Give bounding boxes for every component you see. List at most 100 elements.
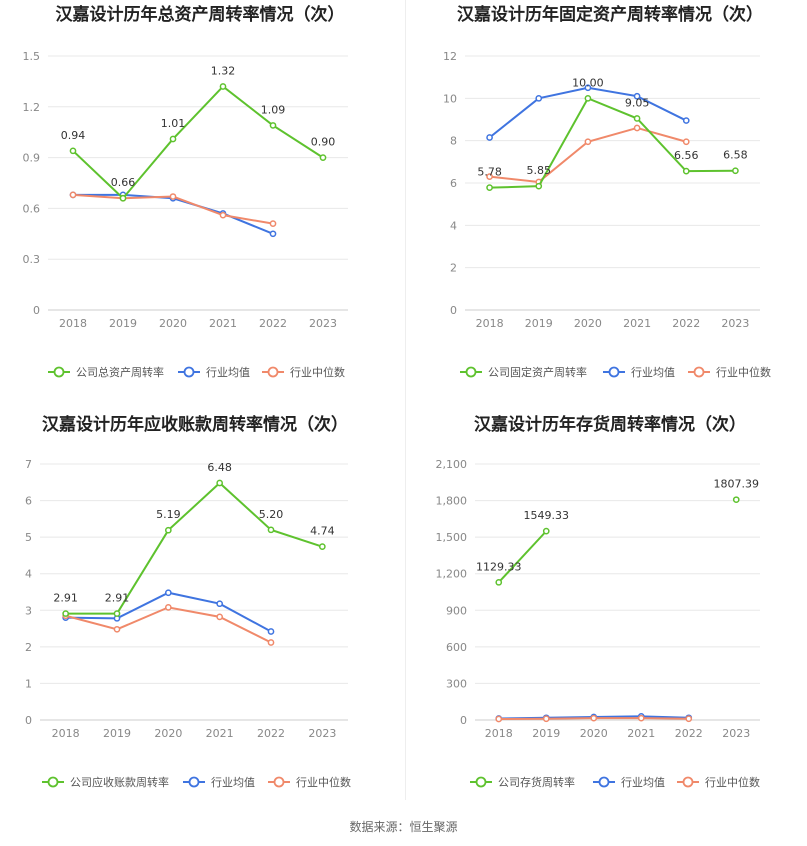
data-point-industry_avg <box>633 92 641 100</box>
data-point-industry_median <box>219 211 227 219</box>
data-label: 0.94 <box>61 129 86 142</box>
data-point-industry_median <box>685 715 693 723</box>
x-tick-label: 2022 <box>672 317 700 330</box>
x-tick-label: 2020 <box>580 727 608 740</box>
x-tick-label: 2023 <box>308 727 336 740</box>
data-point-industry_median <box>216 613 224 621</box>
data-point-industry_avg <box>269 230 277 238</box>
data-point-company <box>269 122 277 129</box>
data-label: 1549.33 <box>524 509 570 522</box>
y-tick-label: 1.2 <box>23 101 41 114</box>
y-tick-label: 0 <box>450 304 457 317</box>
data-point-industry_median <box>486 173 493 180</box>
y-tick-label: 1,800 <box>436 495 468 508</box>
y-tick-label: 12 <box>443 50 457 63</box>
data-point-company <box>169 135 177 143</box>
y-tick-label: 0 <box>33 304 40 317</box>
x-tick-label: 2021 <box>209 317 237 330</box>
panel-divider <box>405 0 406 800</box>
series-line-company <box>498 530 547 584</box>
legend-marker-icon <box>693 366 705 378</box>
y-tick-label: 4 <box>450 219 457 232</box>
data-label: 0.66 <box>111 176 136 189</box>
legend-item[interactable]: 行业均值 <box>183 776 255 789</box>
receivables-turnover-chart: 汉嘉设计历年应收账款周转率情况（次） 0 1 2 3 4 5 6 7 2018 2019 2020 20… <box>0 408 405 808</box>
data-point-industry_avg <box>486 134 493 141</box>
y-tick-label: 0 <box>25 714 32 727</box>
legend-item[interactable]: 公司应收账款周转率 <box>42 775 169 789</box>
data-label: 1807.39 <box>714 478 760 491</box>
y-tick-label: 10 <box>443 92 457 105</box>
legend-item[interactable]: 行业中位数 <box>262 365 345 379</box>
chart-title: 汉嘉设计历年应收账款周转率情况（次） <box>42 414 348 435</box>
legend-item[interactable]: 行业中位数 <box>688 365 771 379</box>
y-tick-label: 6 <box>450 177 457 190</box>
legend-label: 行业均值 <box>206 366 250 379</box>
legend-label: 行业中位数 <box>716 365 771 379</box>
legend-marker-icon <box>47 776 59 788</box>
x-tick-label: 2022 <box>257 727 285 740</box>
data-label: 6.48 <box>207 461 232 474</box>
data-label: 6.56 <box>674 149 699 162</box>
data-point-company <box>732 496 740 504</box>
data-label: 5.85 <box>527 164 552 177</box>
data-label: 10.00 <box>572 76 604 89</box>
data-point-company <box>535 182 543 190</box>
data-label: 5.19 <box>156 508 181 521</box>
y-tick-label: 4 <box>25 568 32 581</box>
data-point-industry_median <box>590 714 598 722</box>
legend-item[interactable]: 公司存货周转率 <box>470 775 575 789</box>
y-tick-label: 2 <box>25 641 32 654</box>
x-tick-label: 2021 <box>206 727 234 740</box>
chart-svg: 汉嘉设计历年应收账款周转率情况（次） 0 1 2 3 4 5 6 7 2018 2019 2020 20… <box>25 414 351 789</box>
data-point-industry_median <box>267 639 275 646</box>
legend-label: 公司总资产周转率 <box>76 365 164 379</box>
data-point-company <box>584 94 592 102</box>
legend-marker-icon <box>608 366 620 378</box>
chart-title: 汉嘉设计历年存货周转率情况（次） <box>474 414 746 435</box>
legend-label: 行业均值 <box>621 776 665 789</box>
data-point-company <box>318 543 326 551</box>
data-label: 6.58 <box>723 149 748 162</box>
data-label: 0.90 <box>311 136 336 149</box>
inventory-turnover-chart: 汉嘉设计历年存货周转率情况（次） 0 300 600 900 1,200 1,500 1,80… <box>405 408 807 808</box>
legend-item[interactable]: 行业均值 <box>178 366 250 379</box>
x-tick-label: 2023 <box>309 317 337 330</box>
y-tick-label: 1.5 <box>23 50 41 63</box>
legend-item[interactable]: 行业均值 <box>593 776 665 789</box>
x-tick-label: 2023 <box>721 317 749 330</box>
data-label: 4.74 <box>310 525 335 538</box>
legend-label: 行业中位数 <box>296 775 351 789</box>
x-tick-label: 2019 <box>532 727 560 740</box>
legend-item[interactable]: 公司固定资产周转率 <box>460 365 587 379</box>
legend-item[interactable]: 行业中位数 <box>677 775 760 789</box>
y-tick-label: 5 <box>25 531 32 544</box>
x-tick-label: 2023 <box>722 727 750 740</box>
x-tick-label: 2020 <box>159 317 187 330</box>
series-line-company <box>72 85 324 200</box>
y-tick-label: 900 <box>446 604 467 617</box>
legend-label: 公司存货周转率 <box>498 775 575 789</box>
data-point-industry_avg <box>682 117 690 124</box>
x-tick-label: 2021 <box>623 317 651 330</box>
data-point-industry_avg <box>584 84 592 92</box>
x-tick-label: 2019 <box>103 727 131 740</box>
data-point-company <box>732 167 739 175</box>
data-point-company <box>62 610 70 617</box>
data-point-industry_median <box>495 715 503 723</box>
legend-label: 行业均值 <box>631 366 675 379</box>
data-point-industry_avg <box>267 628 275 635</box>
x-tick-label: 2021 <box>627 727 655 740</box>
legend-marker-icon <box>53 366 65 378</box>
legend-item[interactable]: 公司总资产周转率 <box>48 365 164 379</box>
legend-item[interactable]: 行业中位数 <box>268 775 351 789</box>
legend-marker-icon <box>475 776 487 788</box>
y-tick-label: 600 <box>446 641 467 654</box>
legend-item[interactable]: 行业均值 <box>603 366 675 379</box>
y-tick-label: 7 <box>25 458 32 471</box>
data-point-industry_avg <box>216 600 224 608</box>
legend-marker-icon <box>267 366 279 378</box>
legend-marker-icon <box>598 776 610 788</box>
y-tick-label: 2,100 <box>436 458 468 471</box>
chart-svg: 汉嘉设计历年存货周转率情况（次） 0 300 600 900 1,200 1,500 1,80… <box>436 414 760 789</box>
